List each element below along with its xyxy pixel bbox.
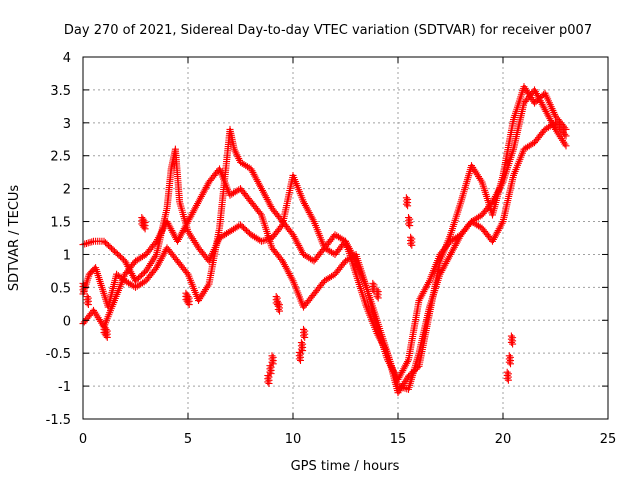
y-tick-label: 3.5: [50, 84, 71, 99]
data-point: [405, 220, 412, 228]
data-point: [84, 301, 92, 309]
data-point: [562, 142, 570, 150]
data-point: [103, 333, 111, 341]
data-point: [408, 241, 416, 249]
data-point: [295, 355, 303, 363]
data-point: [268, 358, 276, 366]
y-tick-label: 1: [63, 248, 71, 263]
data-point: [83, 299, 91, 307]
x-tick-label: 10: [285, 432, 302, 447]
data-point: [562, 132, 570, 140]
data-point: [185, 301, 193, 309]
data-point: [297, 345, 305, 353]
data-points: [79, 83, 570, 397]
y-tick-label: -1: [58, 380, 71, 395]
data-point: [269, 360, 277, 368]
plot-frame: [82, 56, 609, 420]
data-point: [509, 340, 517, 348]
y-tick-label: 0: [63, 314, 71, 329]
x-tick-label: 0: [79, 432, 87, 447]
data-point: [184, 299, 192, 307]
y-tick-label: 3: [63, 117, 71, 132]
data-point: [299, 347, 307, 355]
x-tick-label: 25: [600, 432, 617, 447]
data-point: [297, 356, 304, 364]
data-point: [256, 209, 264, 217]
y-tick-label: 2: [63, 183, 71, 198]
y-tick-label: -1.5: [46, 413, 71, 428]
data-point: [274, 306, 282, 314]
data-point: [406, 222, 414, 230]
data-point: [300, 332, 307, 340]
axis-ticks: 0 5 10 15 20 25 -1.5 -1 -0.5 0 0.5 1 1.5 2 2.5 3 3.5 4: [46, 51, 617, 447]
chart-title: Day 270 of 2021, Sidereal Day-to-day VTE…: [64, 23, 592, 38]
data-point: [503, 375, 511, 383]
data-point: [507, 360, 514, 368]
data-point: [267, 370, 275, 378]
data-point: [402, 200, 410, 208]
x-tick-label: 5: [184, 432, 192, 447]
data-point: [183, 269, 191, 277]
y-axis-label: SDTVAR / TECUs: [7, 185, 22, 292]
data-point: [264, 378, 272, 386]
grid-lines: [83, 57, 608, 419]
data-point: [561, 130, 569, 138]
x-axis-label: GPS time / hours: [291, 459, 400, 474]
data-point: [266, 368, 274, 376]
y-tick-label: -0.5: [46, 347, 71, 362]
data-point: [301, 333, 309, 341]
data-point: [504, 376, 512, 384]
data-point: [505, 358, 513, 366]
data-point: [373, 292, 381, 300]
data-point: [404, 202, 412, 210]
y-tick-label: 4: [63, 51, 71, 66]
x-tick-label: 20: [495, 432, 512, 447]
data-point: [140, 223, 148, 231]
data-point: [102, 332, 110, 340]
data-point: [80, 287, 88, 295]
x-tick-label: 15: [390, 432, 407, 447]
data-point: [507, 338, 515, 346]
data-point: [276, 307, 283, 315]
y-tick-label: 1.5: [50, 216, 71, 231]
data-point: [407, 240, 415, 248]
data-point: [265, 380, 273, 388]
y-tick-label: 0.5: [50, 281, 71, 296]
data-point: [374, 294, 382, 302]
y-tick-label: 2.5: [50, 150, 71, 165]
data-point: [141, 225, 149, 233]
